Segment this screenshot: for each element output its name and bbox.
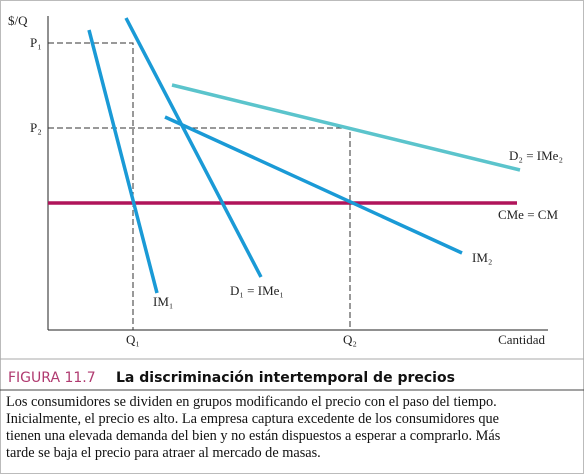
p2-label: P₂ — [30, 120, 42, 135]
im1-label: IM₁ — [153, 294, 173, 309]
d2-label: D₂ = IMe₂ — [509, 148, 563, 163]
figure-number: FIGURA 11.7 — [8, 370, 96, 386]
y-axis-label: $/Q — [8, 13, 28, 28]
q2-label: Q₂ — [343, 332, 357, 347]
im2-line — [164, 115, 463, 255]
figure-title: La discriminación intertemporal de preci… — [116, 370, 455, 386]
d1-line — [124, 17, 263, 278]
d1-label: D₁ = IMe₁ — [230, 283, 284, 298]
caption-line: Inicialmente, el precio es alto. La empr… — [6, 411, 499, 427]
im2-label: IM₂ — [472, 250, 492, 265]
guides — [48, 42, 351, 330]
p1-label: P₁ — [30, 35, 42, 50]
cme-label: CMe = CM — [498, 207, 559, 222]
x-axis-label: Cantidad — [498, 332, 545, 347]
d2-line — [171, 83, 521, 172]
q1-label: Q₁ — [126, 332, 140, 347]
caption-line: tienen una elevada demanda del bien y no… — [6, 428, 501, 444]
caption-line: Los consumidores se dividen en grupos mo… — [6, 394, 497, 410]
caption-line: tarde se baja el precio para atraer al m… — [6, 445, 321, 461]
im1-line — [87, 29, 159, 294]
